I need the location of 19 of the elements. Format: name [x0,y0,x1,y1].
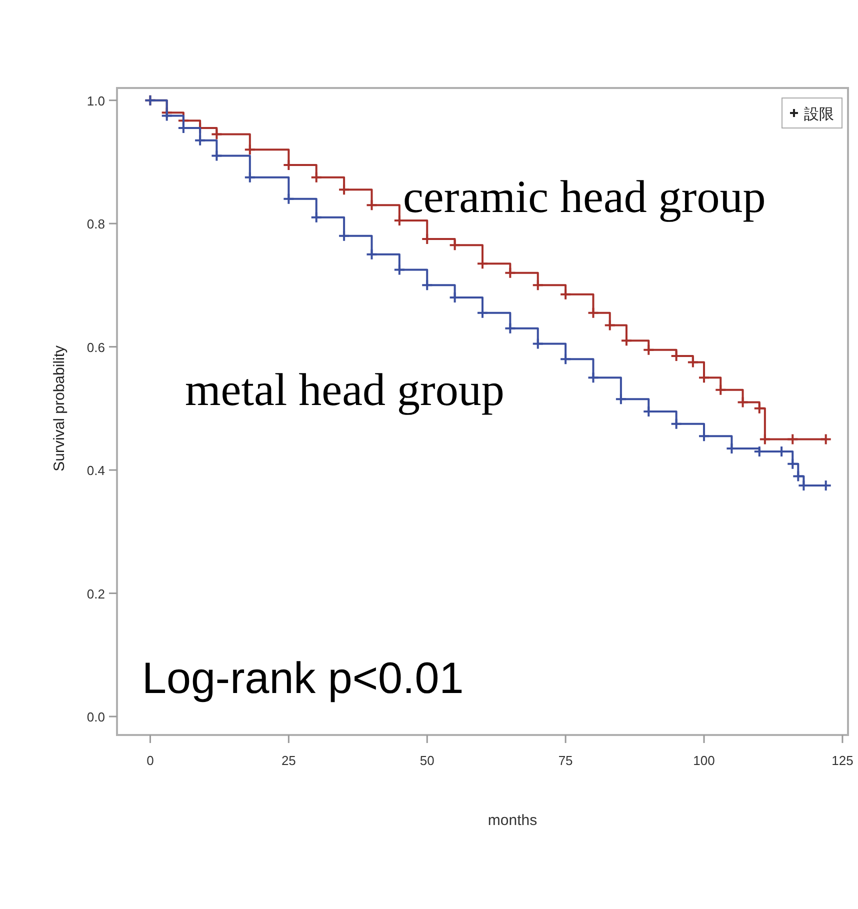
series-label: ceramic head group [403,171,766,222]
y-axis-title: Survival probability [51,344,68,472]
y-tick-label: 0.0 [86,710,105,725]
y-tick-label: 0.2 [86,586,105,602]
legend: 設限 [782,98,842,128]
y-tick-label: 0.8 [86,216,105,232]
x-tick-label: 75 [558,753,573,768]
y-tick-label: 0.4 [86,463,105,478]
x-tick-label: 100 [693,753,715,768]
x-tick-label: 0 [146,753,154,768]
x-tick-label: 50 [420,753,434,768]
series-label: metal head group [185,364,504,415]
legend-title: 設限 [804,106,834,123]
annotation: Log-rank p<0.01 [142,654,464,703]
x-tick-label: 125 [832,753,854,768]
y-tick-label: 0.6 [86,340,105,355]
y-tick-label: 1.0 [86,93,105,108]
x-axis-title: months [488,812,538,829]
x-tick-label: 25 [281,753,296,768]
